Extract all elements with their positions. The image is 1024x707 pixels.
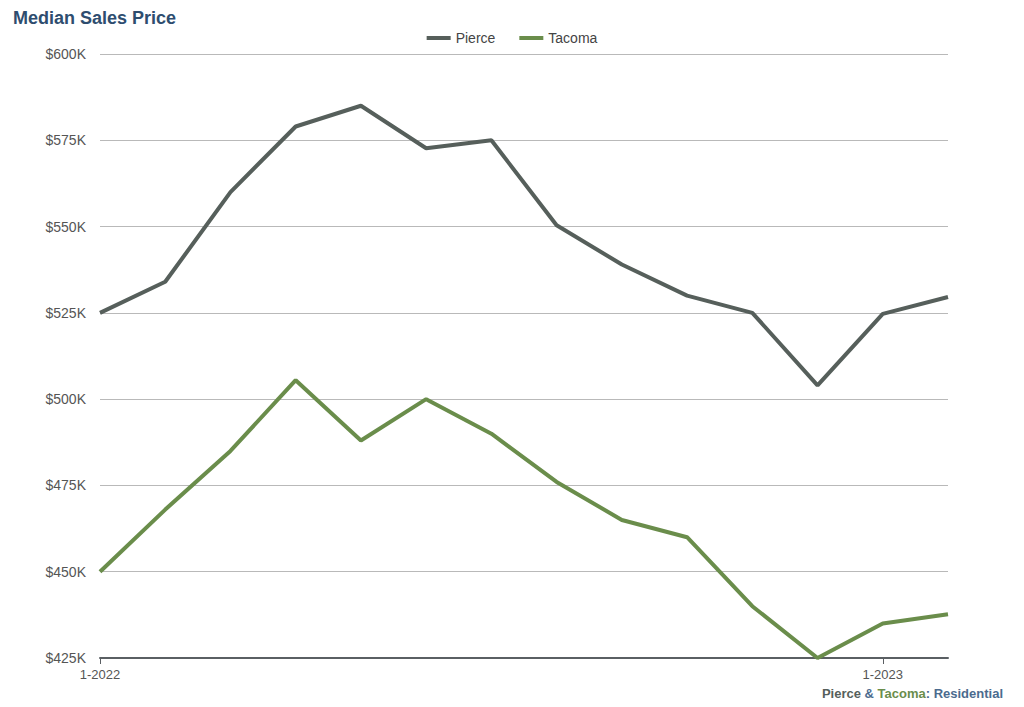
svg-text:Tacoma: Tacoma: [878, 686, 927, 701]
svg-text:&: &: [861, 686, 878, 701]
svg-text:1-2023: 1-2023: [863, 667, 903, 682]
svg-text:$600K: $600K: [46, 46, 87, 62]
svg-text:$425K: $425K: [46, 650, 87, 666]
svg-text:$475K: $475K: [46, 477, 87, 493]
svg-text:$550K: $550K: [46, 219, 87, 235]
svg-text:$450K: $450K: [46, 564, 87, 580]
svg-text:Tacoma: Tacoma: [548, 30, 597, 46]
svg-text:$575K: $575K: [46, 132, 87, 148]
svg-text:Pierce: Pierce: [822, 686, 861, 701]
svg-text:$500K: $500K: [46, 391, 87, 407]
svg-text:Pierce: Pierce: [456, 30, 496, 46]
svg-text:: Residential: : Residential: [926, 686, 1003, 701]
svg-text:Median Sales Price: Median Sales Price: [13, 8, 176, 28]
svg-text:$525K: $525K: [46, 305, 87, 321]
svg-text:1-2022: 1-2022: [80, 667, 120, 682]
